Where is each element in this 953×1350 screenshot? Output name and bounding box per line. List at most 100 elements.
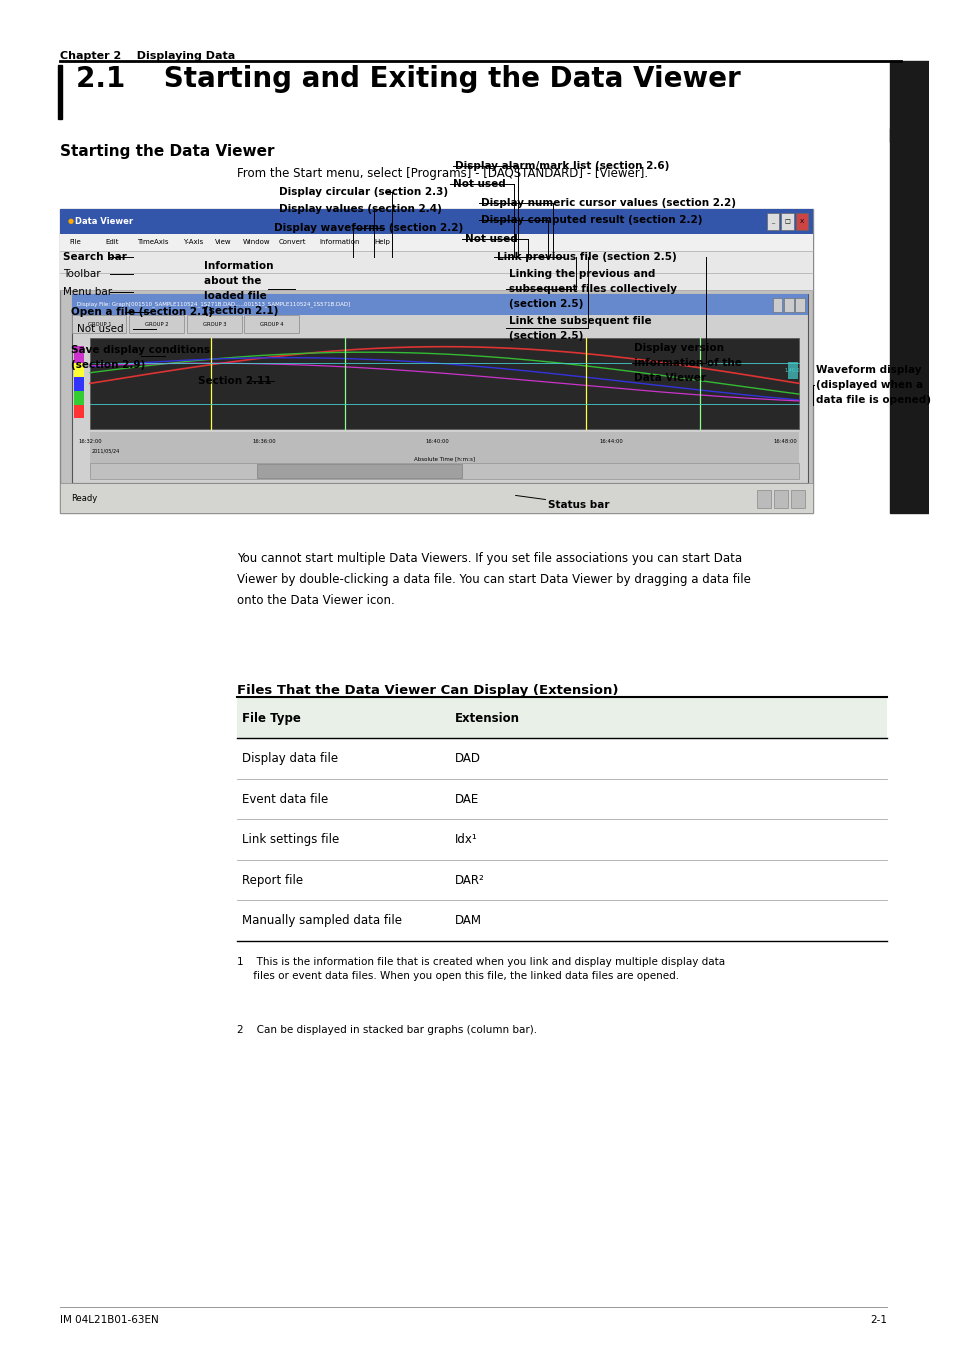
Text: Not used: Not used — [464, 234, 517, 244]
Text: (section 2.1): (section 2.1) — [204, 305, 278, 316]
Bar — [74, 346, 84, 363]
Text: Display numeric cursor values (section 2.2): Display numeric cursor values (section 2… — [481, 197, 736, 208]
Bar — [236, 860, 886, 900]
Bar — [74, 387, 84, 405]
Text: Help: Help — [375, 239, 390, 246]
Text: Not used: Not used — [452, 178, 505, 189]
Text: 16:40:00: 16:40:00 — [425, 439, 449, 444]
Bar — [795, 298, 803, 312]
Text: DAR²: DAR² — [455, 873, 484, 887]
Text: Displaying Data: Displaying Data — [902, 266, 915, 377]
Bar — [790, 490, 803, 508]
Text: (section 2.5): (section 2.5) — [509, 331, 583, 342]
Text: data file is opened): data file is opened) — [815, 394, 930, 405]
Bar — [74, 359, 84, 377]
Bar — [236, 779, 886, 819]
Text: (section 2.9): (section 2.9) — [71, 359, 145, 370]
Bar — [781, 213, 793, 230]
Text: Menu bar: Menu bar — [63, 286, 112, 297]
Text: Edit: Edit — [105, 239, 118, 246]
Bar — [74, 373, 84, 390]
Bar — [60, 209, 812, 234]
Text: File Type: File Type — [241, 711, 300, 725]
Text: 2011/05/24: 2011/05/24 — [91, 448, 120, 454]
Text: about the: about the — [204, 275, 261, 286]
Text: Display values (section 2.4): Display values (section 2.4) — [278, 204, 441, 215]
Bar — [187, 315, 241, 333]
Bar — [236, 819, 886, 860]
Text: subsequent files collectively: subsequent files collectively — [509, 284, 677, 294]
Text: 2    Can be displayed in stacked bar graphs (column bar).: 2 Can be displayed in stacked bar graphs… — [236, 1025, 537, 1034]
Bar — [57, 65, 62, 119]
Bar — [889, 61, 928, 142]
Bar — [71, 294, 807, 315]
Text: X: X — [800, 219, 803, 224]
Text: (section 2.5): (section 2.5) — [509, 298, 583, 309]
Text: Starting the Data Viewer: Starting the Data Viewer — [60, 144, 274, 159]
Text: IM 04L21B01-63EN: IM 04L21B01-63EN — [60, 1315, 159, 1324]
Bar — [60, 483, 812, 513]
Text: 1    This is the information file that is created when you link and display mult: 1 This is the information file that is c… — [236, 957, 724, 981]
Text: Link previous file (section 2.5): Link previous file (section 2.5) — [497, 251, 677, 262]
Bar — [757, 490, 770, 508]
Text: _: _ — [770, 219, 774, 224]
Text: 1.40.0: 1.40.0 — [784, 369, 800, 373]
Text: Data Viewer: Data Viewer — [633, 373, 705, 383]
Bar — [71, 294, 807, 483]
Text: From the Start menu, select [Programs] - [DAQSTANDARD] - [Viewer].: From the Start menu, select [Programs] -… — [236, 167, 647, 181]
Text: 2-1: 2-1 — [869, 1315, 886, 1324]
Text: DAM: DAM — [455, 914, 482, 927]
Text: TimeAxis: TimeAxis — [137, 239, 169, 246]
Text: Link the subsequent file: Link the subsequent file — [509, 316, 651, 327]
Text: Convert: Convert — [278, 239, 306, 246]
Bar — [796, 213, 807, 230]
Bar — [773, 490, 787, 508]
Text: □: □ — [783, 219, 790, 224]
Text: (displayed when a: (displayed when a — [815, 379, 922, 390]
Text: 2: 2 — [900, 89, 918, 113]
Text: Toolbar: Toolbar — [63, 269, 101, 279]
Text: Files That the Data Viewer Can Display (Extension): Files That the Data Viewer Can Display (… — [236, 684, 618, 698]
Text: Open a file (section 2.1): Open a file (section 2.1) — [71, 306, 213, 317]
Text: Status bar: Status bar — [548, 500, 609, 509]
Text: information of the: information of the — [633, 358, 740, 369]
Text: Search bar: Search bar — [63, 251, 127, 262]
Text: Ready: Ready — [71, 494, 98, 502]
Bar — [787, 362, 798, 379]
Text: Waveform display: Waveform display — [815, 364, 921, 375]
Text: GROUP 3: GROUP 3 — [203, 321, 226, 327]
Bar — [60, 251, 812, 273]
Text: 16:32:00: 16:32:00 — [78, 439, 102, 444]
Text: GROUP 4: GROUP 4 — [260, 321, 284, 327]
Bar — [236, 900, 886, 941]
Text: Display alarm/mark list (section 2.6): Display alarm/mark list (section 2.6) — [455, 161, 669, 171]
Text: View: View — [214, 239, 231, 246]
Text: Y-Axis: Y-Axis — [183, 239, 203, 246]
Text: You cannot start multiple Data Viewers. If you set file associations you can sta: You cannot start multiple Data Viewers. … — [236, 552, 750, 608]
Text: Absolute Time [h:m:s]: Absolute Time [h:m:s] — [414, 456, 475, 462]
Text: Manually sampled data file: Manually sampled data file — [241, 914, 401, 927]
Text: GROUP 1: GROUP 1 — [88, 321, 112, 327]
Bar — [236, 698, 886, 738]
Text: Extension: Extension — [455, 711, 519, 725]
Bar — [60, 209, 812, 513]
Text: Link settings file: Link settings file — [241, 833, 338, 846]
Bar — [889, 128, 928, 513]
Bar — [244, 315, 299, 333]
Text: Data Viewer: Data Viewer — [75, 217, 133, 225]
Text: Display circular (section 2.3): Display circular (section 2.3) — [278, 186, 447, 197]
Text: Display waveforms (section 2.2): Display waveforms (section 2.2) — [274, 223, 463, 234]
Text: Idx¹: Idx¹ — [455, 833, 477, 846]
Text: loaded file: loaded file — [204, 290, 267, 301]
Bar — [90, 463, 799, 479]
Bar — [60, 273, 812, 290]
Text: Display File: Graph[001510_SAMPLE110524_1S271B.DAD,...,001513_SAMPLE110524_1S571: Display File: Graph[001510_SAMPLE110524_… — [77, 301, 350, 308]
Bar — [129, 315, 184, 333]
Bar — [60, 234, 812, 251]
Text: Report file: Report file — [241, 873, 302, 887]
Text: 16:48:00: 16:48:00 — [772, 439, 796, 444]
Text: Linking the previous and: Linking the previous and — [509, 269, 655, 279]
Bar — [90, 432, 799, 477]
Text: File: File — [70, 239, 81, 246]
Text: 16:44:00: 16:44:00 — [598, 439, 622, 444]
